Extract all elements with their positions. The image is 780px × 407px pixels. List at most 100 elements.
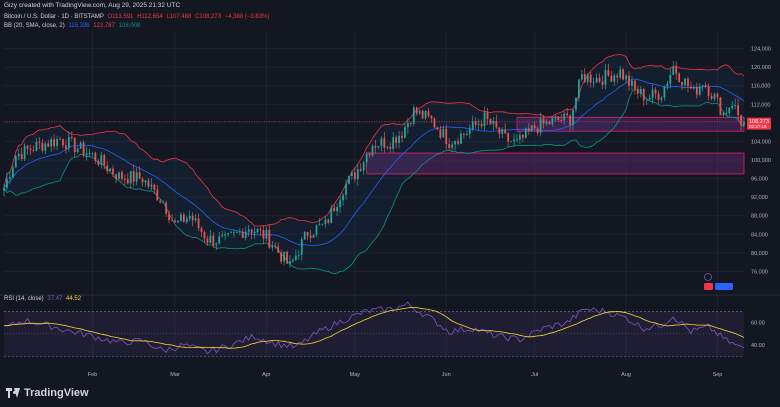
candle-body[interactable] bbox=[377, 146, 380, 148]
candle-body[interactable] bbox=[424, 111, 427, 119]
candle-body[interactable] bbox=[277, 246, 280, 253]
candle-body[interactable] bbox=[572, 109, 574, 125]
candle-body[interactable] bbox=[716, 93, 719, 98]
candle-body[interactable] bbox=[221, 235, 224, 237]
candle-body[interactable] bbox=[460, 133, 462, 144]
candle-body[interactable] bbox=[439, 129, 442, 138]
candles[interactable] bbox=[3, 60, 745, 268]
candle-body[interactable] bbox=[442, 128, 445, 138]
candle-body[interactable] bbox=[380, 138, 383, 147]
candle-body[interactable] bbox=[719, 97, 722, 116]
candle-body[interactable] bbox=[188, 215, 191, 219]
candle-body[interactable] bbox=[392, 137, 395, 149]
candle-body[interactable] bbox=[639, 88, 642, 94]
candle-body[interactable] bbox=[684, 78, 686, 86]
candle-body[interactable] bbox=[283, 251, 285, 262]
candle-body[interactable] bbox=[6, 178, 8, 188]
candle-body[interactable] bbox=[215, 243, 218, 246]
candle-body[interactable] bbox=[118, 172, 120, 180]
candle-body[interactable] bbox=[162, 202, 165, 204]
candle-body[interactable] bbox=[642, 88, 645, 101]
candle-body[interactable] bbox=[106, 165, 109, 171]
candle-body[interactable] bbox=[79, 142, 82, 149]
candle-body[interactable] bbox=[144, 180, 147, 183]
candle-body[interactable] bbox=[23, 145, 26, 159]
candle-body[interactable] bbox=[486, 112, 489, 119]
candle-body[interactable] bbox=[353, 172, 356, 180]
candle-body[interactable] bbox=[365, 153, 368, 163]
candle-body[interactable] bbox=[734, 105, 737, 106]
candle-body[interactable] bbox=[519, 134, 521, 140]
candle-body[interactable] bbox=[557, 116, 560, 121]
candle-body[interactable] bbox=[156, 189, 159, 201]
candle-body[interactable] bbox=[112, 168, 114, 175]
candle-body[interactable] bbox=[268, 229, 271, 248]
candle-body[interactable] bbox=[436, 127, 439, 130]
candle-body[interactable] bbox=[575, 97, 577, 110]
candle-body[interactable] bbox=[345, 183, 347, 195]
candle-body[interactable] bbox=[604, 69, 607, 85]
candle-body[interactable] bbox=[465, 133, 468, 135]
candle-body[interactable] bbox=[312, 234, 315, 238]
candle-body[interactable] bbox=[135, 172, 138, 182]
candle-body[interactable] bbox=[457, 141, 459, 144]
candle-body[interactable] bbox=[507, 133, 510, 142]
candle-body[interactable] bbox=[695, 86, 698, 95]
candle-body[interactable] bbox=[194, 218, 197, 221]
candle-body[interactable] bbox=[70, 136, 73, 138]
rsi-pane[interactable]: 40.00 60.00 bbox=[3, 301, 765, 357]
bollinger-legend[interactable]: BB (20, SMA, close, 2) 115,396 122,787 1… bbox=[4, 23, 140, 29]
candle-body[interactable] bbox=[560, 120, 563, 121]
candle-body[interactable] bbox=[351, 172, 353, 176]
candle-body[interactable] bbox=[524, 128, 527, 138]
candle-body[interactable] bbox=[427, 111, 430, 116]
candle-body[interactable] bbox=[241, 231, 244, 238]
candle-body[interactable] bbox=[206, 238, 209, 243]
candle-body[interactable] bbox=[492, 121, 495, 125]
candle-body[interactable] bbox=[20, 153, 23, 159]
candle-body[interactable] bbox=[545, 121, 548, 124]
candle-body[interactable] bbox=[583, 74, 586, 82]
candle-body[interactable] bbox=[681, 81, 683, 86]
candle-body[interactable] bbox=[109, 168, 112, 171]
candle-body[interactable] bbox=[289, 261, 291, 264]
candle-body[interactable] bbox=[634, 80, 636, 89]
candle-body[interactable] bbox=[247, 229, 250, 232]
candle-body[interactable] bbox=[253, 231, 256, 234]
candle-body[interactable] bbox=[645, 99, 648, 101]
candle-body[interactable] bbox=[592, 82, 595, 84]
candle-body[interactable] bbox=[704, 85, 707, 87]
candle-body[interactable] bbox=[407, 122, 409, 128]
candle-body[interactable] bbox=[286, 251, 288, 264]
candle-body[interactable] bbox=[203, 232, 206, 239]
candle-body[interactable] bbox=[348, 175, 350, 184]
candle-body[interactable] bbox=[622, 69, 625, 80]
candle-body[interactable] bbox=[53, 139, 56, 146]
candle-body[interactable] bbox=[9, 177, 11, 179]
candle-body[interactable] bbox=[607, 69, 610, 76]
candle-body[interactable] bbox=[141, 178, 144, 183]
candle-body[interactable] bbox=[672, 66, 675, 75]
candle-body[interactable] bbox=[330, 207, 333, 223]
candle-body[interactable] bbox=[165, 202, 168, 214]
candle-body[interactable] bbox=[168, 213, 170, 221]
candle-body[interactable] bbox=[94, 152, 97, 161]
candle-body[interactable] bbox=[11, 167, 14, 178]
candle-body[interactable] bbox=[728, 108, 731, 113]
candle-body[interactable] bbox=[368, 153, 371, 156]
candle-body[interactable] bbox=[409, 122, 412, 124]
candle-body[interactable] bbox=[418, 110, 421, 114]
candle-body[interactable] bbox=[324, 219, 327, 224]
candle-body[interactable] bbox=[619, 69, 622, 78]
candle-body[interactable] bbox=[59, 139, 61, 140]
candle-body[interactable] bbox=[743, 121, 745, 126]
candle-body[interactable] bbox=[657, 93, 660, 100]
candle-body[interactable] bbox=[103, 155, 106, 166]
candle-body[interactable] bbox=[342, 194, 344, 201]
candle-body[interactable] bbox=[339, 200, 341, 208]
candle-body[interactable] bbox=[710, 96, 713, 99]
alert-flag-icon[interactable] bbox=[704, 283, 713, 290]
candle-body[interactable] bbox=[121, 172, 123, 179]
candle-body[interactable] bbox=[56, 139, 58, 146]
candle-body[interactable] bbox=[115, 174, 117, 180]
